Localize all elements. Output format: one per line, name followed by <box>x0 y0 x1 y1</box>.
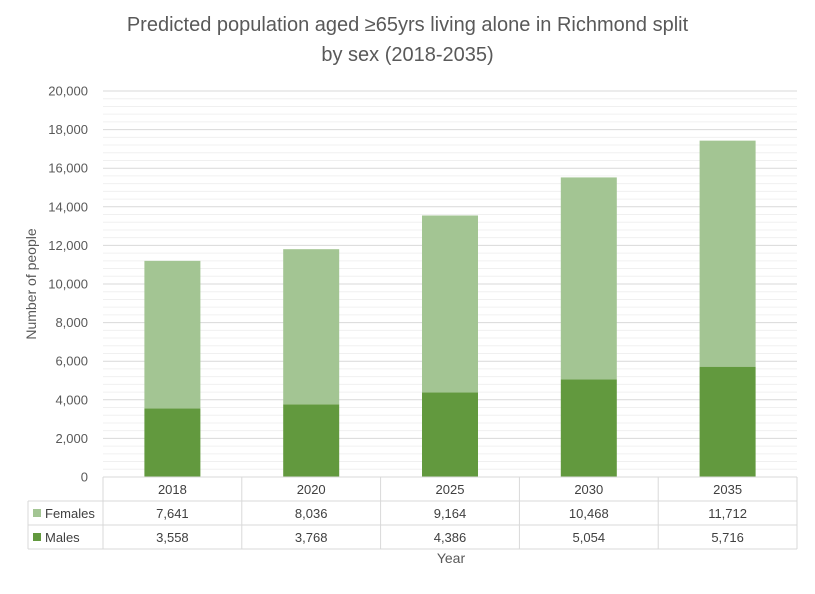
bar-males-2025 <box>422 392 478 477</box>
bar-males-2018 <box>144 408 201 477</box>
category-label: 2035 <box>713 482 742 497</box>
y-tick-label: 8,000 <box>55 315 88 330</box>
bar-males-2035 <box>699 366 756 477</box>
bar-males-2020 <box>283 404 340 477</box>
chart-title-line-1: Predicted population aged ≥65yrs living … <box>126 14 689 36</box>
data-table-cell: 5,716 <box>711 530 744 545</box>
x-axis-title: Year <box>437 550 466 566</box>
data-table-cell: 5,054 <box>573 530 606 545</box>
y-tick-label: 0 <box>81 470 88 485</box>
chart-title-line-2: by sex (2018-2035) <box>321 44 494 66</box>
y-tick-label: 6,000 <box>55 354 88 369</box>
legend-label-females: Females <box>45 506 95 521</box>
data-table-cell: 11,712 <box>708 506 747 521</box>
category-label: 2025 <box>436 482 465 497</box>
data-table-cell: 4,386 <box>434 530 467 545</box>
y-tick-label: 12,000 <box>48 238 88 253</box>
bar-females-2018 <box>144 260 201 409</box>
y-axis-title: Number of people <box>23 228 39 340</box>
data-table-cell: 10,468 <box>569 506 609 521</box>
bar-females-2030 <box>560 177 617 380</box>
legend-key-females <box>33 509 41 517</box>
bar-males-2030 <box>560 379 617 477</box>
data-table-cell: 7,641 <box>156 506 189 521</box>
legend-label-males: Males <box>45 530 80 545</box>
data-table-cell: 3,558 <box>156 530 189 545</box>
category-label: 2030 <box>574 482 603 497</box>
category-label: 2020 <box>297 482 326 497</box>
bar-females-2020 <box>283 249 340 405</box>
y-tick-label: 16,000 <box>48 161 88 176</box>
data-table-cell: 3,768 <box>295 530 328 545</box>
y-tick-label: 2,000 <box>55 431 88 446</box>
y-tick-label: 20,000 <box>48 84 88 99</box>
bar-females-2035 <box>699 140 756 367</box>
data-table-cell: 9,164 <box>434 506 467 521</box>
category-label: 2018 <box>158 482 187 497</box>
y-tick-label: 18,000 <box>48 122 88 137</box>
data-table-cell: 8,036 <box>295 506 328 521</box>
y-tick-label: 10,000 <box>48 277 88 292</box>
bar-females-2025 <box>422 215 478 393</box>
y-tick-label: 14,000 <box>48 199 88 214</box>
y-tick-label: 4,000 <box>55 392 88 407</box>
legend-key-males <box>33 533 41 541</box>
